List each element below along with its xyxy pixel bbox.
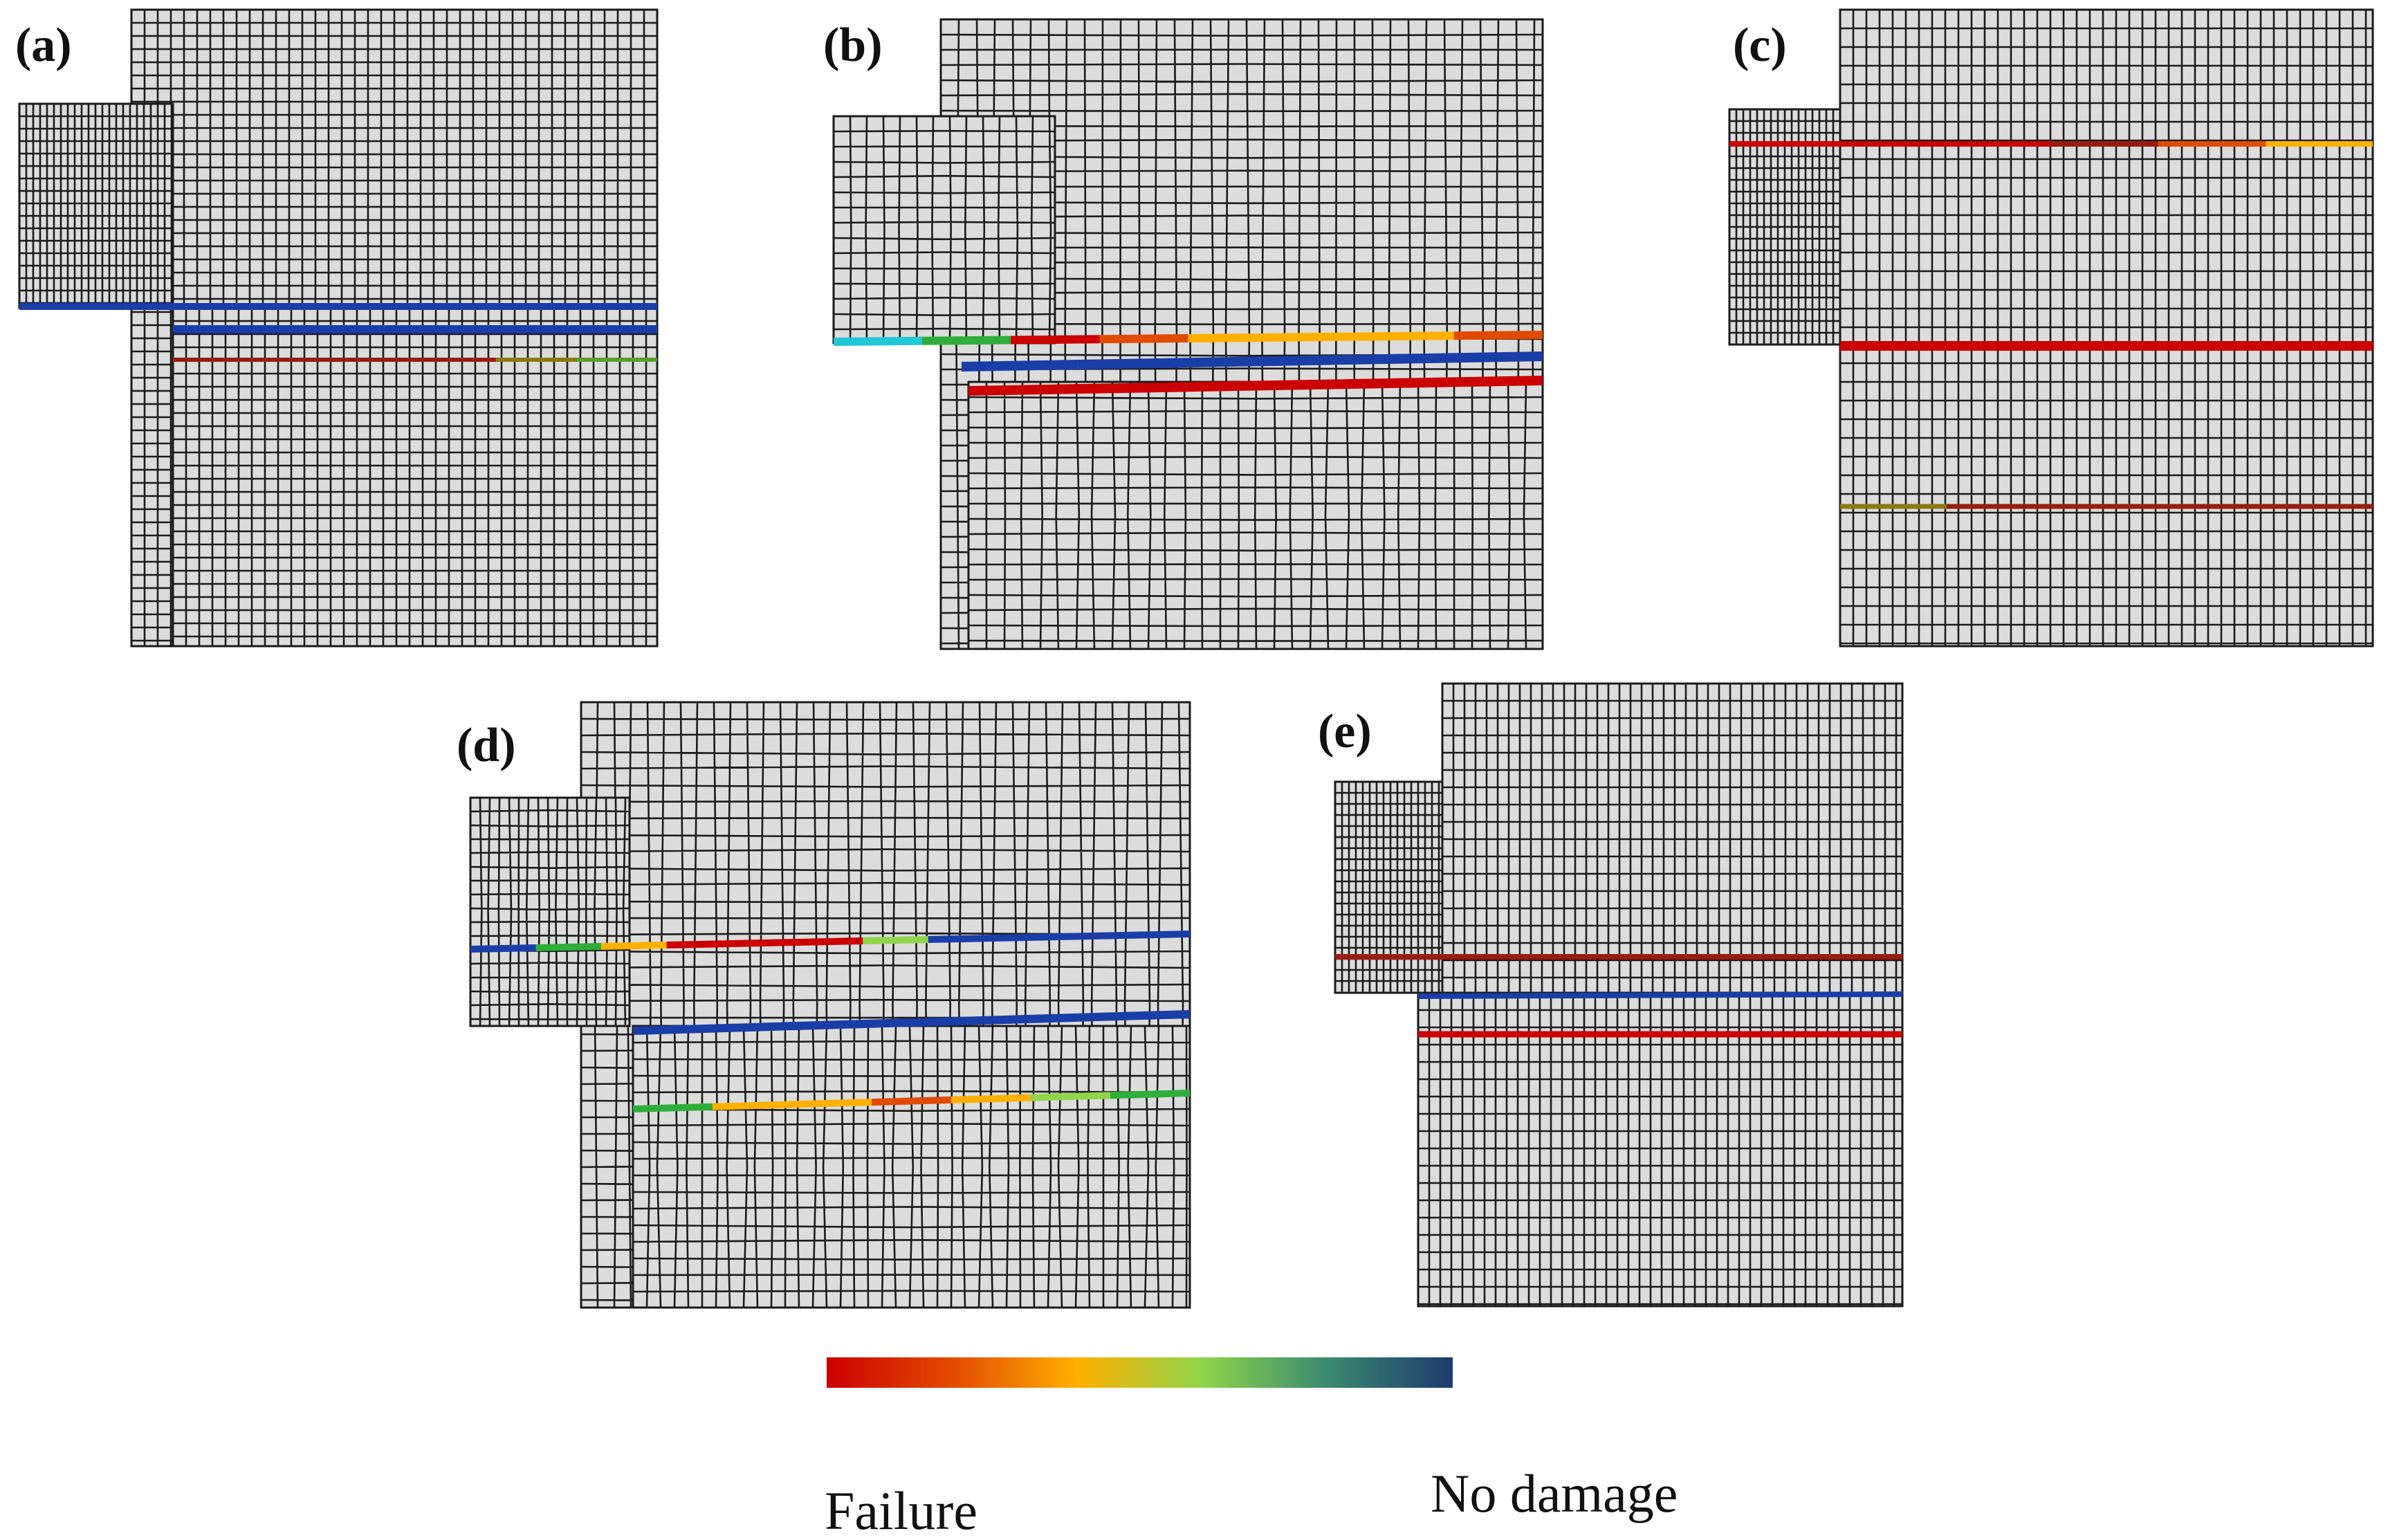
mesh-adherend-lower bbox=[1417, 991, 1904, 1308]
damage-line-middle bbox=[961, 351, 1543, 372]
damage-line-middle bbox=[1417, 991, 1903, 999]
legend-no-damage-label: No damage bbox=[1431, 1463, 1678, 1523]
mesh-adherend-left bbox=[18, 102, 174, 309]
panel-label: (e) bbox=[1318, 705, 1372, 758]
damage-line-upper bbox=[833, 331, 1543, 346]
panel-label-backdrop bbox=[7, 12, 111, 75]
panel-label: (d) bbox=[457, 719, 516, 772]
mesh-adherend-lower bbox=[1839, 343, 2374, 648]
damage-line-upper bbox=[470, 931, 1191, 953]
damage-line-lower bbox=[968, 376, 1543, 396]
panel-label: (b) bbox=[823, 19, 883, 72]
damage-line-middle bbox=[632, 1010, 1191, 1035]
panel-label: (c) bbox=[1733, 19, 1787, 72]
panel-b: (b) bbox=[815, 12, 1544, 650]
mesh-adherend-lower bbox=[632, 1025, 1191, 1309]
mesh-adherend-left bbox=[469, 796, 631, 1027]
panel-label-backdrop bbox=[1725, 12, 1828, 75]
panel-e: (e) bbox=[1310, 682, 1904, 1308]
mesh-adherend-left bbox=[832, 115, 1056, 345]
panel-c: (c) bbox=[1725, 8, 2374, 648]
panel-label: (a) bbox=[15, 19, 72, 72]
mesh-adherend-lower bbox=[172, 306, 659, 648]
panels-group: (a) (b) (c) (d) (e) bbox=[7, 8, 2374, 1309]
panel-a: (a) bbox=[7, 8, 659, 648]
legend-colorbar bbox=[827, 1357, 1453, 1388]
mesh-adherend-left bbox=[1334, 780, 1444, 994]
panel-label-backdrop bbox=[448, 713, 552, 775]
panel-label-backdrop bbox=[1310, 699, 1413, 761]
legend: Failure No damage bbox=[825, 1357, 1678, 1540]
panel-d: (d) bbox=[448, 701, 1191, 1309]
damage-line-lower bbox=[632, 1090, 1191, 1112]
legend-failure-label: Failure bbox=[825, 1481, 977, 1540]
mesh-adherend-lower bbox=[967, 381, 1544, 650]
panel-label-backdrop bbox=[815, 12, 919, 75]
mesh-adherend-left bbox=[1728, 108, 1841, 346]
